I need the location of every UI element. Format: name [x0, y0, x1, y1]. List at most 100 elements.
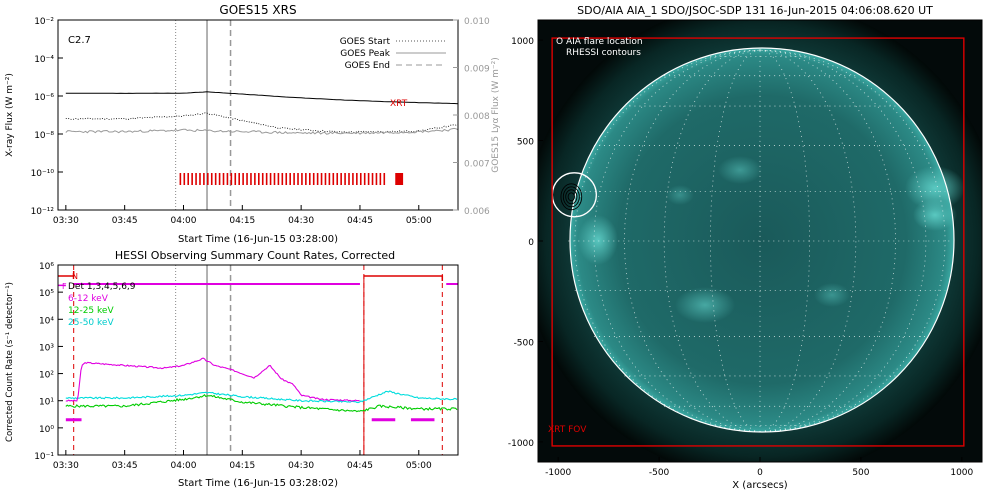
goes-xrt-bar — [277, 173, 280, 185]
rhessi-contour — [565, 189, 578, 205]
goes-ytick-label: 10⁻⁶ — [34, 93, 54, 103]
goes-y2tick-label: 0.010 — [464, 17, 490, 27]
goes-xrt-bar — [199, 173, 201, 185]
goes-xrt-bar — [348, 173, 350, 185]
goes-xrt-bar — [254, 173, 256, 185]
goes-xrt-bar — [285, 173, 288, 185]
legend-goes-end: GOES End — [345, 61, 390, 71]
goes-xrt-bar — [258, 173, 260, 185]
goes-xrt-bar — [238, 173, 240, 185]
aia-xrt-fov-box — [551, 37, 965, 447]
hessi-ytick-label: 10⁶ — [39, 262, 54, 272]
hessi-25-50-series — [65, 390, 458, 404]
hessi-ytick-label: 10⁴ — [39, 316, 54, 326]
hessi-ytick-label: 10³ — [39, 343, 54, 353]
goes-xtick-label: 04:00 — [171, 216, 197, 226]
legend-det: Det 1,3,4,5,6,9 — [68, 282, 136, 292]
goes-xrt-bar — [367, 173, 370, 185]
aia-grid-meridian — [709, 49, 761, 433]
goes-xrt-label: XRT — [390, 99, 408, 109]
aia-grid-meridian — [574, 49, 761, 433]
aia-grid-meridian — [663, 49, 761, 433]
aia-xrt-fov-label: XRT FOV — [548, 425, 587, 435]
goes-xrt-bar — [293, 173, 295, 185]
goes-xrt-bar — [183, 173, 186, 185]
goes-xtick-label: 03:45 — [112, 216, 138, 226]
aia-title: SDO/AIA AIA_1 SDO/JSOC-SDP 131 16-Jun-20… — [577, 4, 933, 17]
goes-xrt-bar — [265, 173, 268, 185]
goes-xrt-bar — [187, 173, 190, 185]
aia-xtick-label: 500 — [852, 468, 869, 478]
goes-xrt-bar — [328, 173, 331, 185]
goes-xrt-bar — [340, 173, 342, 185]
goes-xrt-bar — [352, 173, 354, 185]
hessi-panel: HESSI Observing Summary Count Rates, Cor… — [5, 249, 459, 489]
goes-panel: GOES15 XRS C2.7 GOES Start GOES Peak GOE… — [5, 3, 501, 245]
legend-aia-flare: O AIA flare location — [556, 37, 643, 47]
goes-xrt-bar — [379, 173, 382, 185]
goes-xrt-bar — [305, 173, 307, 185]
goes-xrt-bar — [218, 173, 221, 185]
rhessi-contour — [562, 186, 580, 208]
goes-xrt-bar — [214, 173, 217, 185]
hessi-12-25-series — [65, 394, 458, 413]
aia-ytick-label: 1000 — [511, 37, 534, 47]
goes-long-series — [65, 91, 459, 105]
goes-ytick-label: 10⁻¹² — [31, 207, 55, 217]
legend-rhessi: RHESSI contours — [566, 48, 641, 58]
goes-xrt-bar — [363, 173, 366, 185]
goes-xtick-label: 04:30 — [288, 216, 314, 226]
hessi-flag-n: N — [72, 272, 78, 281]
goes-xrt-bar — [356, 173, 358, 185]
rhessi-contour — [560, 183, 583, 211]
goes-xrt-bar — [207, 173, 209, 185]
goes-xrt-bar — [273, 173, 276, 185]
goes-xrt-bar — [195, 173, 197, 185]
aia-panel: SDO/AIA AIA_1 SDO/JSOC-SDP 131 16-Jun-20… — [508, 4, 983, 491]
hessi-night-flag — [363, 275, 444, 281]
goes-xrt-bar — [359, 173, 362, 185]
hessi-plot-frame — [57, 264, 459, 456]
goes-xrt-bar — [332, 173, 335, 185]
goes-y2tick-label: 0.009 — [464, 65, 490, 75]
goes-ytick-label: 10⁻⁸ — [34, 131, 54, 141]
goes-short-series — [65, 112, 459, 133]
goes-xrt-bar — [210, 173, 213, 185]
hessi-xtick-label: 03:30 — [53, 461, 79, 471]
aia-grid-meridian — [759, 49, 946, 433]
aia-xtick-label: -1000 — [545, 468, 571, 478]
hessi-title: HESSI Observing Summary Count Rates, Cor… — [115, 249, 395, 262]
legend-6-12: 6-12 keV — [68, 294, 109, 304]
aia-ytick-label: 0 — [528, 238, 534, 248]
hessi-xtick-label: 04:45 — [347, 461, 373, 471]
goes-y2tick-label: 0.007 — [464, 160, 490, 170]
hessi-ytick-label: 10⁵ — [39, 289, 54, 299]
aia-legend: O AIA flare location RHESSI contours — [556, 37, 643, 58]
legend-25-50: 25-50 keV — [68, 318, 114, 328]
rhessi-contour — [567, 192, 575, 202]
legend-goes-start: GOES Start — [340, 37, 391, 47]
aia-ytick-label: -500 — [514, 338, 535, 348]
goes-xrt-bar — [230, 173, 233, 185]
goes-xrt-bar — [226, 173, 229, 185]
hessi-flag-f: F — [62, 282, 67, 291]
goes-xrt-bar — [242, 173, 244, 185]
goes-xrt-bar — [316, 173, 319, 185]
aia-solar-disk — [570, 48, 954, 432]
goes-xrt-bar — [297, 173, 299, 185]
goes-class-label: C2.7 — [68, 35, 91, 46]
aia-grid-meridian — [759, 49, 857, 433]
hessi-xtick-label: 04:30 — [288, 461, 314, 471]
goes-xrt-bar — [246, 173, 248, 185]
hessi-xtick-label: 05:00 — [406, 461, 432, 471]
goes-xtick-label: 04:45 — [347, 216, 373, 226]
goes-xrt-bar — [250, 173, 252, 185]
goes-xrt-bar — [234, 173, 237, 185]
goes-xrt-bar — [222, 173, 225, 185]
goes-xrt-bar — [179, 173, 182, 185]
aia-xtick-label: 0 — [757, 468, 763, 478]
goes-xrt-bar — [336, 173, 339, 185]
hessi-6-12-series — [65, 357, 360, 402]
goes-xrt-bar — [261, 173, 264, 185]
